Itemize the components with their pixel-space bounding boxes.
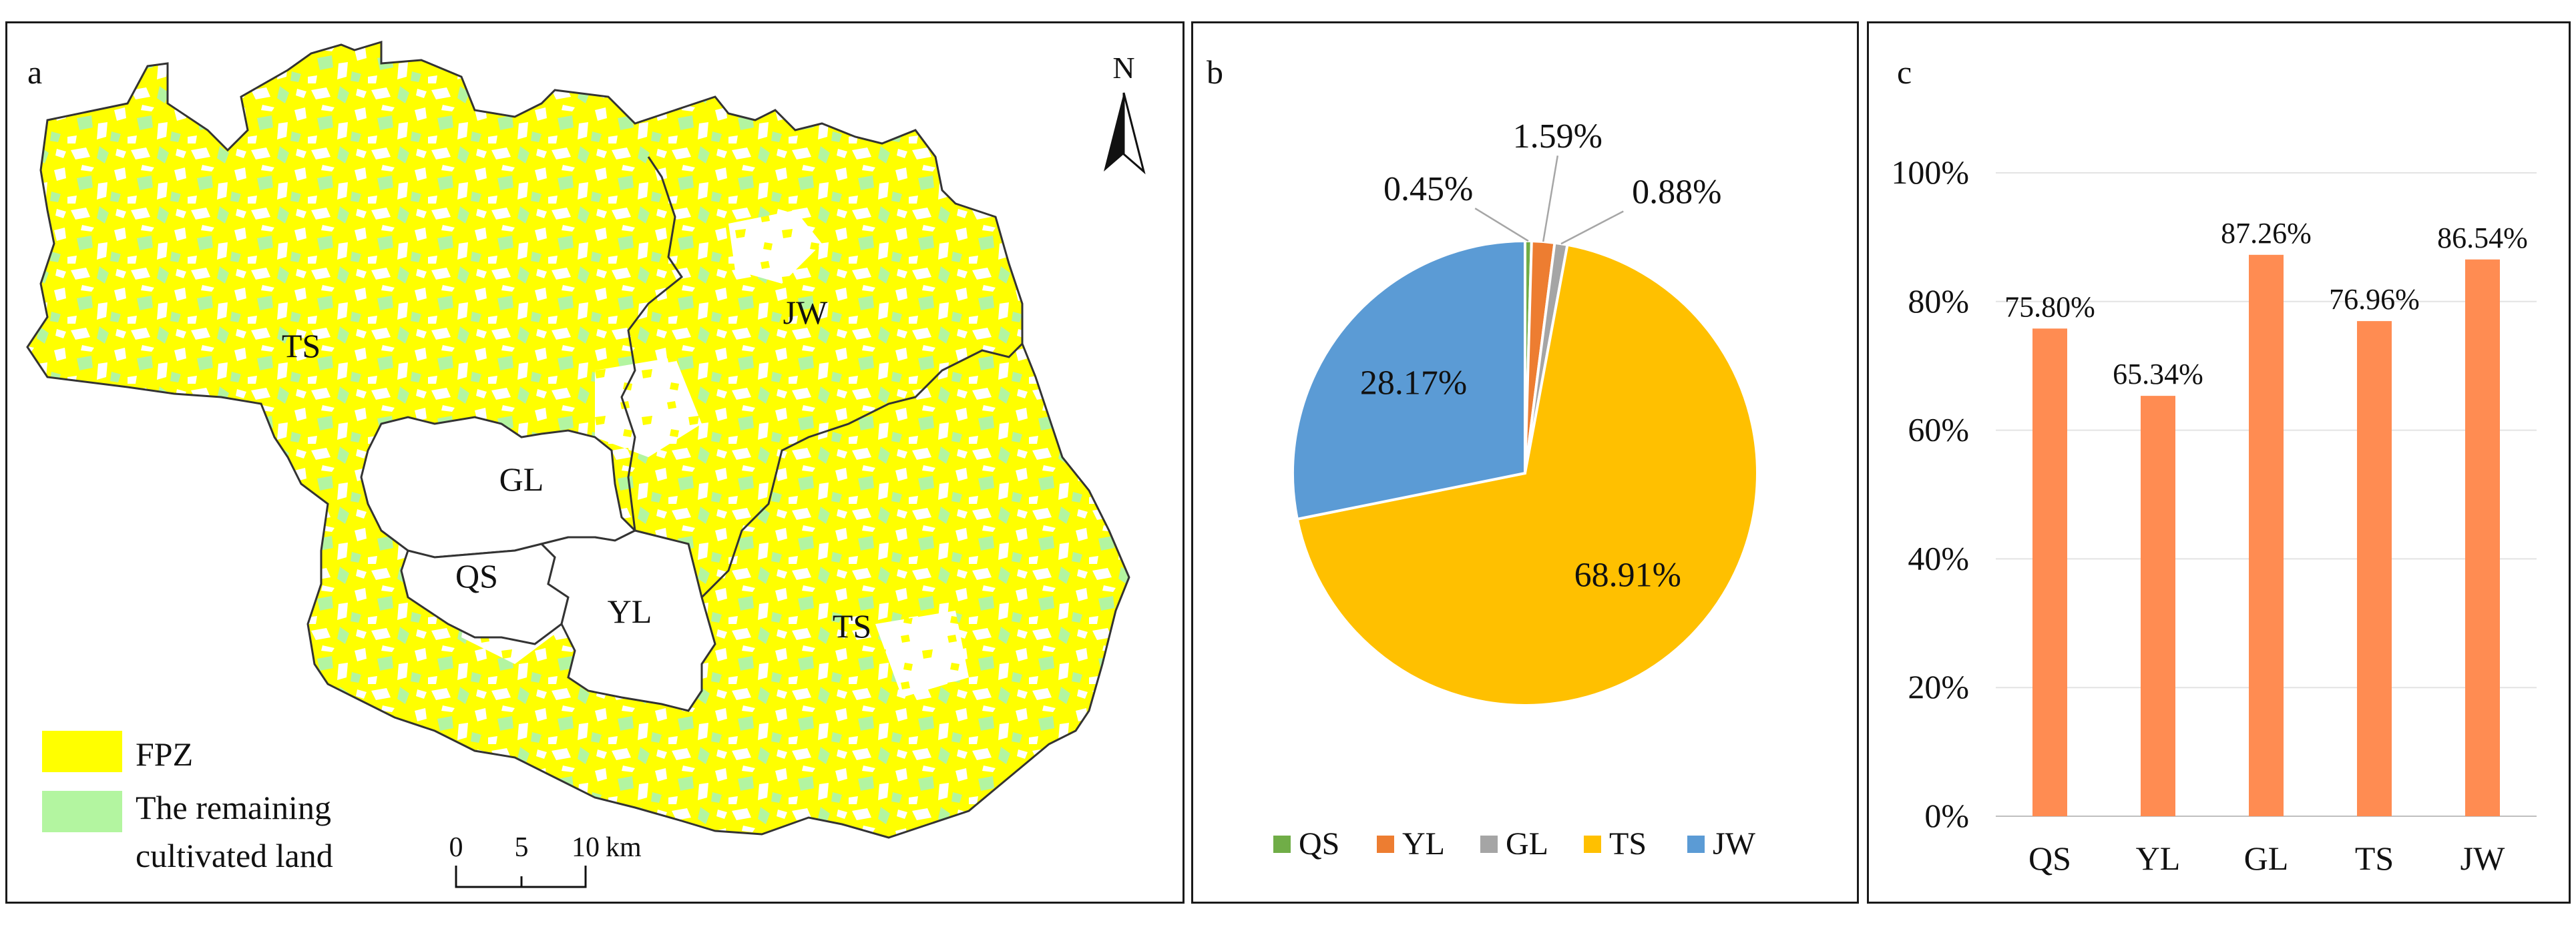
north-label: N — [1112, 51, 1134, 85]
region-label-yl: YL — [608, 593, 652, 630]
legend-label-fpz: FPZ — [136, 735, 193, 773]
region-label-qs: QS — [455, 557, 498, 595]
region-label-jw: JW — [783, 294, 828, 331]
urban-patch — [728, 210, 822, 284]
scale-tick-5: 5 — [515, 832, 529, 863]
north-arrow-icon: N — [1104, 51, 1146, 175]
jw-ts-boundary — [620, 156, 684, 531]
pie-legend-swatch-jw — [1687, 836, 1705, 853]
pie-leader-gl — [1560, 210, 1624, 245]
bar-xtick-label-jw: JW — [2460, 840, 2505, 877]
pie-chart: b 0.45% 1.59% 0.88% 68.91% 28.17% QS YL GL TS JW — [1207, 53, 1759, 862]
bar-value-label-ts: 76.96% — [2329, 283, 2420, 316]
bar-ytick-label: 20% — [1908, 668, 1969, 705]
bar-ytick-label: 100% — [1891, 153, 1969, 191]
urban-patch — [595, 357, 702, 457]
bar-xtick-label-ts: TS — [2355, 840, 2394, 877]
urban-patch — [875, 611, 969, 697]
bar-xtick-label-qs: QS — [2028, 840, 2071, 877]
legend-swatch-fpz — [42, 731, 122, 772]
pie-slice-jw — [1291, 239, 1526, 521]
bar-value-label-qs: 75.80% — [2004, 290, 2095, 323]
bar-value-label-jw: 86.54% — [2437, 222, 2528, 254]
bar-ytick-label: 40% — [1908, 539, 1969, 577]
bar-ytick-label: 80% — [1908, 282, 1969, 320]
pie-legend-swatch-qs — [1273, 836, 1291, 853]
map-panel: TS JW GL QS YL TS a N FPZ The remaining … — [5, 21, 1185, 904]
bar-gl — [2249, 254, 2284, 816]
bar-ytick-label: 0% — [1924, 797, 1969, 834]
map-svg: TS JW GL QS YL TS a N FPZ The remaining … — [26, 40, 1146, 888]
bar-value-label-yl: 65.34% — [2113, 358, 2203, 390]
bar-qs — [2032, 328, 2067, 817]
pie-panel: b 0.45% 1.59% 0.88% 68.91% 28.17% QS YL GL TS JW — [1191, 21, 1859, 904]
pie-label-jw: 28.17% — [1360, 364, 1467, 402]
bar-xtick-label-yl: YL — [2136, 840, 2181, 877]
pie-legend-swatch-gl — [1480, 836, 1498, 853]
region-label-ts-west: TS — [282, 327, 320, 364]
pie-label-qs: 0.45% — [1383, 170, 1473, 208]
pie-label-ts: 68.91% — [1574, 556, 1681, 594]
pie-legend-label-ts: TS — [1609, 826, 1647, 862]
pie-legend-swatch-yl — [1377, 836, 1394, 853]
legend-swatch-remaining — [42, 791, 122, 832]
region-label-gl: GL — [499, 460, 544, 498]
pie-label-yl: 1.59% — [1513, 117, 1602, 156]
scale-tick-0: 0 — [449, 832, 463, 863]
bar-value-label-gl: 87.26% — [2221, 217, 2312, 250]
panel-letter-b: b — [1207, 53, 1223, 91]
pie-legend-swatch-ts — [1584, 836, 1601, 853]
panel-letter-a: a — [27, 53, 42, 91]
legend-label-remaining-1: The remaining — [136, 789, 331, 826]
bar-xtick-label-gl: GL — [2244, 840, 2289, 877]
pie-legend-label-qs: QS — [1299, 826, 1339, 862]
scale-bar: 0 5 10 km — [449, 832, 642, 888]
pie-legend-label-yl: YL — [1402, 826, 1445, 862]
bar-ytick-label: 60% — [1908, 411, 1969, 448]
bar-panel: c 0% 20% 40% 60% 80% 100% 75.80% 65.34% 87.26% 7… — [1867, 21, 2571, 904]
legend-label-remaining-2: cultivated land — [136, 837, 333, 874]
bar-ts — [2357, 321, 2392, 816]
bar-yl — [2141, 396, 2175, 816]
scale-unit: km — [606, 832, 642, 863]
scale-tick-10: 10 — [572, 832, 600, 863]
pie-legend-label-jw: JW — [1713, 826, 1756, 862]
pie-leader-qs — [1474, 208, 1529, 242]
region-label-ts-east: TS — [833, 607, 871, 645]
pie-label-gl: 0.88% — [1632, 174, 1721, 212]
bar-jw — [2465, 259, 2500, 816]
pie-slice-ts — [1295, 243, 1759, 707]
jw-ts-east-boundary — [700, 342, 1024, 599]
pie-leader-yl — [1542, 156, 1559, 242]
pie-legend-label-gl: GL — [1506, 826, 1548, 862]
yl-district — [540, 529, 716, 712]
panel-letter-c: c — [1897, 53, 1912, 91]
bar-chart: c 0% 20% 40% 60% 80% 100% 75.80% 65.34% 87.26% 7… — [1891, 53, 2537, 877]
